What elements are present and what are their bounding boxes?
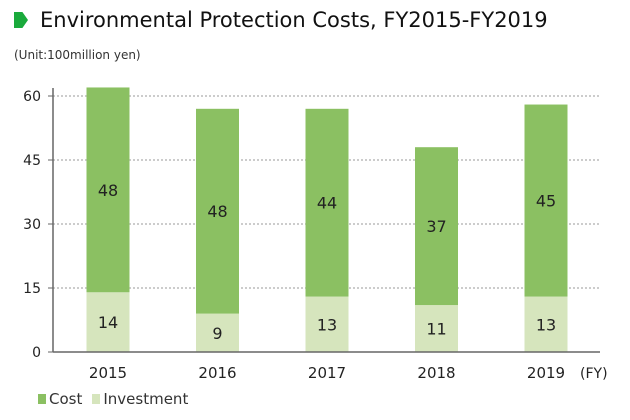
chart-title-row: Environmental Protection Costs, FY2015-F… — [14, 8, 548, 32]
x-tick-label: 2018 — [417, 364, 455, 382]
data-label: 11 — [426, 320, 446, 339]
y-tick-label: 0 — [32, 345, 41, 361]
data-label: 9 — [212, 324, 222, 343]
bar-investment — [524, 296, 568, 352]
data-label: 48 — [207, 202, 227, 221]
x-axis-label: (FY) — [580, 366, 608, 382]
data-label: 37 — [426, 217, 446, 236]
y-tick-label: 45 — [23, 153, 41, 169]
bar-investment — [86, 292, 130, 352]
data-label: 48 — [98, 181, 118, 200]
x-tick-label: 2015 — [89, 364, 127, 382]
data-label: 13 — [317, 315, 337, 334]
y-tick-label: 30 — [23, 217, 41, 233]
bar-cost — [305, 108, 349, 297]
unit-label: (Unit:100million yen) — [14, 48, 141, 62]
legend-item-investment: Investment — [92, 390, 188, 408]
data-label: 45 — [536, 192, 556, 211]
data-label: 13 — [536, 315, 556, 334]
bar-cost — [86, 87, 130, 293]
legend-swatch-cost — [38, 394, 46, 404]
data-label: 44 — [317, 194, 337, 213]
y-tick-label: 60 — [23, 89, 41, 105]
bar-cost — [415, 147, 458, 306]
bar-investment — [415, 305, 458, 352]
legend-item-cost: Cost — [38, 390, 82, 408]
x-tick-label: 2016 — [198, 364, 236, 382]
y-tick-label: 15 — [23, 281, 41, 297]
bar-cost — [524, 104, 568, 297]
chart-title: Environmental Protection Costs, FY2015-F… — [40, 8, 548, 32]
x-tick-label: 2019 — [527, 364, 565, 382]
legend-label-investment: Investment — [103, 390, 189, 408]
x-tick-label: 2017 — [308, 364, 346, 382]
bar-investment — [196, 313, 239, 352]
data-label: 14 — [98, 313, 118, 332]
legend-label-cost: Cost — [49, 390, 83, 408]
legend: Cost Investment — [38, 390, 188, 408]
legend-swatch-investment — [92, 394, 101, 404]
title-marker-icon — [14, 12, 28, 28]
bar-cost — [196, 108, 239, 314]
bar-investment — [305, 296, 349, 352]
